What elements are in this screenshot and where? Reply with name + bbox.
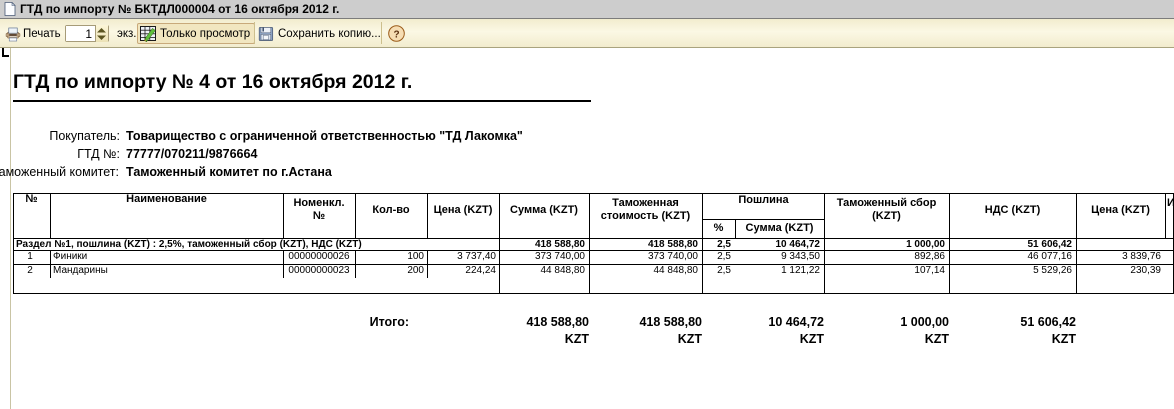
svg-text:?: ?	[393, 29, 399, 40]
